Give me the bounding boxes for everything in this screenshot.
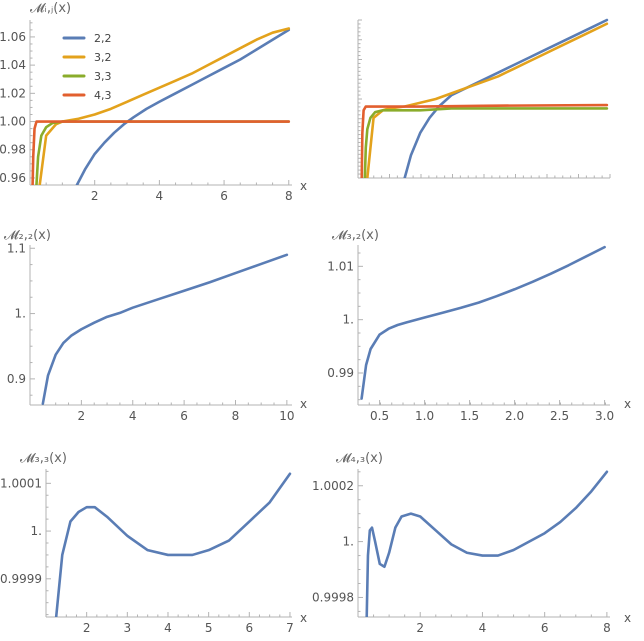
- x-axis-label: x: [300, 611, 307, 625]
- x-tick-label: 2.0: [505, 409, 524, 423]
- chart-panel-3: 2 4 6 8 10 0.9 1. 1.1𝓜₂,₂(x) x: [4, 228, 307, 423]
- x-tick-label: 5: [205, 621, 213, 635]
- x-tick-label: 4: [129, 409, 137, 423]
- x-tick-label: 4: [164, 621, 172, 635]
- series-line-4-3: [360, 103, 609, 178]
- series-line-3-2: [366, 22, 609, 178]
- y-tick-label: 0.9: [7, 372, 26, 386]
- y-tick-label: 1.1: [7, 241, 26, 255]
- x-tick-label: 1.0: [415, 409, 434, 423]
- y-tick-label: 1.: [31, 524, 42, 538]
- series-line-2-2: [75, 28, 291, 185]
- x-tick-label: 3.0: [595, 409, 614, 423]
- y-axis-label: 𝓜₃,₂(x): [332, 228, 379, 243]
- series-line-3-3: [35, 120, 291, 185]
- y-tick-label: 1.0002: [312, 479, 354, 493]
- chart-panel-2: [357, 18, 611, 179]
- x-tick-label: 1.5: [460, 409, 479, 423]
- x-tick-label: 6: [220, 189, 228, 203]
- y-tick-label: 1.: [343, 313, 354, 327]
- x-tick-label: 8: [603, 621, 611, 635]
- y-axis-label: 𝓜₂,₂(x): [4, 228, 51, 243]
- series-line-1: [360, 245, 606, 400]
- legend-entry: 4,3: [94, 89, 112, 102]
- x-axis-label: x: [624, 397, 631, 411]
- chart-panel-1: 2 4 6 8 0.96 0.98 1.00 1.02 1.04 1.06 𝓜ᵢ,ⱼ(x) x 2,2 3…: [0, 1, 307, 203]
- y-axis-label: 𝓜₄,₃(x): [336, 451, 383, 466]
- x-tick-label: 2: [91, 189, 99, 203]
- chart-panel-6: 2 4 6 8 0.9998 1. 1.0002 𝓜₄,₃(x) x: [312, 451, 631, 635]
- x-tick-label: 8: [285, 189, 293, 203]
- x-tick-label: 4: [156, 189, 164, 203]
- x-axis-label: x: [300, 179, 307, 193]
- chart-panel-4: 0.5 1.0 1.5 2.0 2.5 3.0 0.99 1. 1.01 𝓜₃,₂(x) x: [327, 228, 631, 423]
- x-tick-label: 8: [232, 409, 240, 423]
- y-tick-label: 1.04: [0, 58, 26, 72]
- series-line-1: [41, 253, 289, 405]
- y-tick-label: 1.06: [0, 30, 26, 44]
- x-tick-label: 2.5: [550, 409, 569, 423]
- series-line-2-2: [403, 18, 609, 178]
- x-tick-label: 6: [180, 409, 188, 423]
- y-tick-label: 1.02: [0, 86, 26, 100]
- x-tick-label: 2: [416, 621, 424, 635]
- x-tick-label: 3: [124, 621, 132, 635]
- y-tick-label: 0.96: [0, 171, 26, 185]
- y-tick-label: 0.98: [0, 143, 26, 157]
- x-axis-label: x: [300, 397, 307, 411]
- series-line-1: [54, 472, 292, 617]
- legend-entry: 2,2: [94, 32, 112, 45]
- x-tick-label: 7: [286, 621, 294, 635]
- series-line-3-3: [363, 107, 609, 178]
- y-axis-label: 𝓜₃,₃(x): [20, 451, 67, 466]
- y-tick-label: 1.: [343, 535, 354, 549]
- chart-panel-5: 2 3 4 5 6 7 0.9999 1. 1.0001 𝓜₃,₃(x) x: [0, 451, 307, 635]
- series-line-4-3: [31, 120, 291, 185]
- y-tick-label: 1.: [15, 307, 26, 321]
- y-tick-label: 1.00: [0, 115, 26, 129]
- series-line-1: [365, 470, 609, 617]
- y-axis-label: 𝓜ᵢ,ⱼ(x): [30, 1, 71, 16]
- x-tick-label: 0.5: [370, 409, 389, 423]
- x-tick-label: 6: [245, 621, 253, 635]
- y-tick-label: 1.0001: [0, 476, 42, 490]
- y-tick-label: 0.99: [327, 366, 354, 380]
- x-tick-label: 2: [78, 409, 86, 423]
- x-tick-label: 2: [83, 621, 91, 635]
- y-tick-label: 0.9999: [0, 572, 42, 586]
- x-tick-label: 4: [479, 621, 487, 635]
- legend-entry: 3,3: [94, 70, 112, 83]
- x-axis-label: x: [624, 611, 631, 625]
- x-tick-label: 6: [541, 621, 549, 635]
- legend-entry: 3,2: [94, 51, 112, 64]
- y-tick-label: 1.01: [327, 259, 354, 273]
- y-tick-label: 0.9998: [312, 590, 354, 604]
- x-tick-label: 10: [279, 409, 294, 423]
